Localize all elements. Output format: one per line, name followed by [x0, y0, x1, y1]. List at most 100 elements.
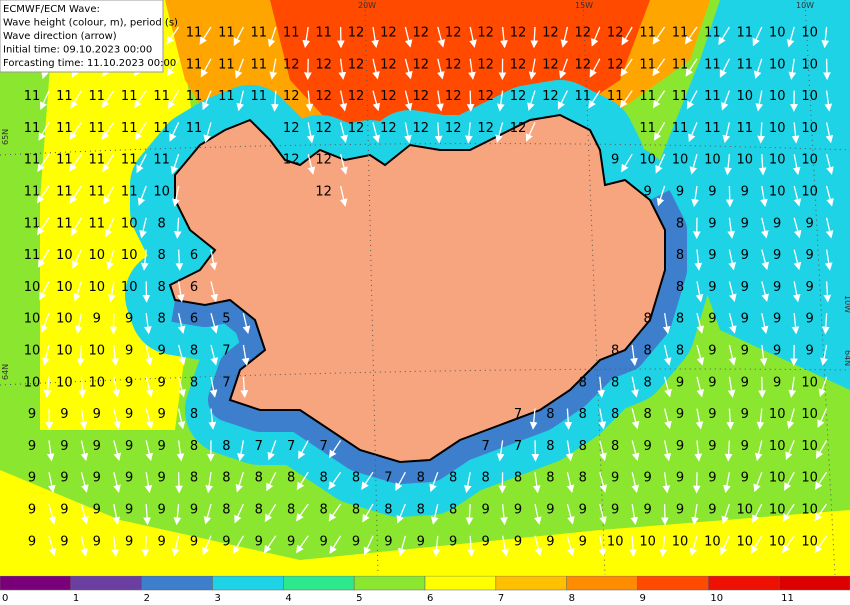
period-label: 9	[125, 312, 133, 327]
period-label: 9	[28, 407, 36, 422]
arrow	[814, 535, 828, 554]
period-label: 9	[579, 503, 587, 518]
arrow	[264, 503, 277, 523]
period-label: 11	[672, 26, 689, 41]
period-label: 9	[190, 534, 198, 549]
arrow	[80, 472, 89, 493]
arrow	[177, 376, 186, 398]
period-label: 5	[222, 312, 230, 327]
arrow	[242, 313, 251, 334]
period-label: 9	[157, 407, 165, 422]
period-label: 8	[287, 503, 295, 518]
period-label: 10	[121, 216, 138, 231]
period-label: 9	[773, 216, 781, 231]
arrow	[695, 408, 704, 430]
period-label: 12	[542, 26, 559, 41]
direction-arrows	[36, 26, 834, 558]
period-label: 9	[741, 471, 749, 486]
period-label: 9	[481, 534, 489, 549]
arrow	[793, 217, 802, 239]
period-label: 12	[380, 26, 397, 41]
period-label: 7	[222, 344, 230, 359]
arrow	[208, 408, 217, 430]
arrow	[210, 313, 219, 334]
arrow	[696, 344, 705, 366]
arrow	[463, 472, 472, 494]
arrow	[821, 26, 830, 49]
arrow	[527, 90, 536, 111]
arrow	[465, 503, 474, 526]
arrow	[725, 185, 734, 208]
period-label: 10	[24, 280, 41, 295]
arrow	[694, 440, 703, 462]
arrow	[652, 90, 666, 109]
arrow	[792, 281, 801, 303]
period-label: 9	[28, 439, 36, 454]
arrow	[266, 471, 277, 492]
period-label: 12	[348, 26, 365, 41]
period-label: 8	[676, 248, 684, 263]
arrow	[723, 472, 731, 494]
period-label: 10	[56, 280, 73, 295]
arrow	[814, 471, 828, 490]
colorbar-segment	[566, 575, 638, 591]
period-label: 10	[769, 407, 786, 422]
arrow	[267, 26, 277, 48]
arrow	[788, 58, 797, 80]
arrow	[101, 122, 115, 140]
arrow	[752, 503, 763, 524]
arrow	[782, 535, 795, 554]
colorbar-segment	[212, 575, 284, 591]
period-label: 10	[769, 185, 786, 200]
arrow	[728, 281, 737, 303]
period-label: 9	[676, 503, 684, 518]
arrow	[820, 344, 828, 366]
period-label: 12	[283, 57, 300, 72]
arrow	[78, 376, 87, 399]
period-label: 9	[125, 534, 133, 549]
arrow	[170, 153, 180, 175]
period-label: 12	[413, 26, 430, 41]
period-label: 9	[741, 375, 749, 390]
period-label: 10	[801, 185, 818, 200]
arrow	[759, 344, 768, 367]
period-label: 8	[255, 503, 263, 518]
colorbar-segment	[637, 575, 709, 591]
period-label: 9	[28, 534, 36, 549]
period-label: 7	[514, 407, 522, 422]
period-label: 9	[676, 407, 684, 422]
iceland	[168, 113, 666, 464]
period-label: 9	[643, 439, 651, 454]
arrow	[144, 472, 153, 494]
period-label: 8	[611, 344, 619, 359]
arrow	[40, 312, 50, 334]
arrow	[824, 249, 833, 271]
period-label: 9	[93, 407, 101, 422]
period-label: 8	[449, 471, 457, 486]
arrow	[495, 122, 504, 143]
arrow	[177, 408, 186, 430]
period-label: 9	[708, 503, 716, 518]
period-label: 10	[769, 26, 786, 41]
period-label: 9	[157, 439, 165, 454]
period-label: 10	[801, 503, 818, 518]
arrow	[467, 535, 475, 558]
arrow	[232, 535, 244, 555]
arrow	[112, 376, 121, 398]
arrow	[39, 90, 50, 111]
arrow	[466, 90, 475, 112]
period-label: 11	[24, 153, 41, 168]
arrow	[106, 249, 115, 271]
arrow	[631, 472, 640, 493]
period-label: 11	[24, 121, 41, 136]
grid-label: 65N	[1, 129, 10, 145]
period-label: 9	[741, 312, 749, 327]
period-label: 10	[672, 153, 689, 168]
period-label: 8	[579, 471, 587, 486]
period-label: 9	[611, 153, 619, 168]
arrow	[143, 503, 151, 526]
arrow	[175, 249, 184, 271]
arrow	[42, 344, 50, 366]
period-label: 9	[741, 185, 749, 200]
period-label: 9	[255, 534, 263, 549]
